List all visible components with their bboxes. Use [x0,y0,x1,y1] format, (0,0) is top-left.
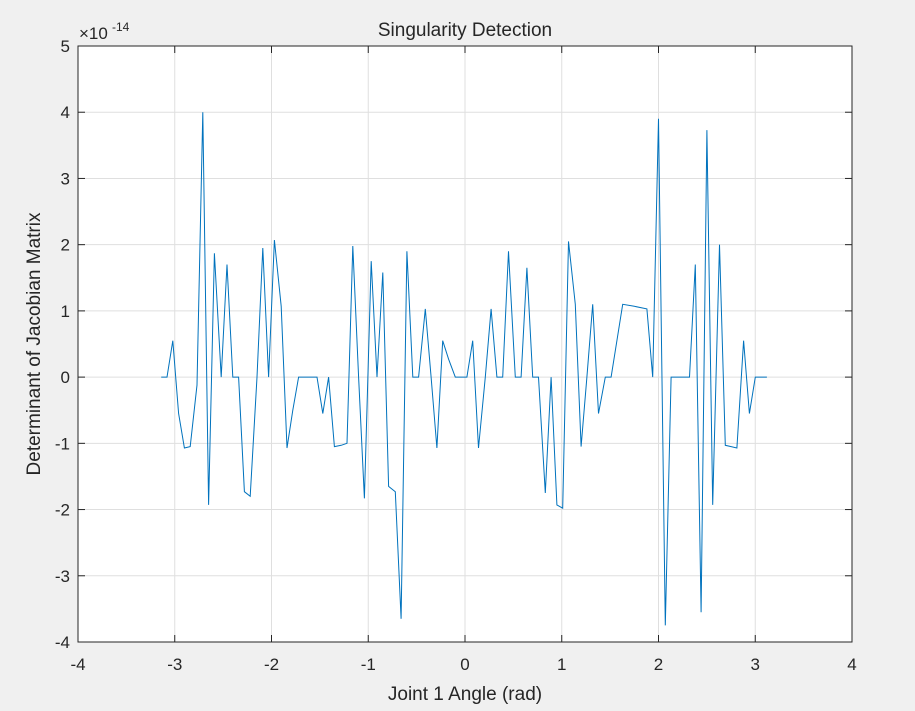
series-line [161,112,767,626]
y-tick-label: 1 [61,302,70,321]
x-tick-label: 4 [847,655,856,674]
series-layer [161,112,767,626]
x-tick-label: 3 [751,655,760,674]
x-tick-label: -1 [361,655,376,674]
x-tick-label: -3 [167,655,182,674]
x-axis-ticks: -4 -3 -2 -1 0 1 2 3 4 [70,46,857,674]
y-tick-label: -3 [55,567,70,586]
x-axis-label: Joint 1 Angle (rad) [388,684,542,705]
y-tick-label: -2 [55,501,70,520]
y-axis-exponent-base: ×10 [79,24,108,43]
y-tick-label: 5 [61,37,70,56]
y-tick-label: -4 [55,633,70,652]
y-axis-ticks: -4 -3 -2 -1 0 1 2 3 4 5 [55,37,852,652]
x-tick-label: 1 [557,655,566,674]
y-tick-label: 3 [61,169,70,188]
x-tick-label: -2 [264,655,279,674]
y-axis-exponent: ×10 -14 [79,20,130,43]
y-axis-label: Determinant of Jacobian Matrix [24,212,45,475]
x-tick-label: 2 [654,655,663,674]
y-tick-label: 4 [61,103,70,122]
y-tick-label: 2 [61,236,70,255]
y-axis-exponent-power: -14 [112,20,130,34]
chart-title: Singularity Detection [378,20,552,41]
x-tick-label: -4 [70,655,85,674]
x-tick-label: 0 [460,655,469,674]
y-tick-label: -1 [55,434,70,453]
y-tick-label: 0 [61,368,70,387]
